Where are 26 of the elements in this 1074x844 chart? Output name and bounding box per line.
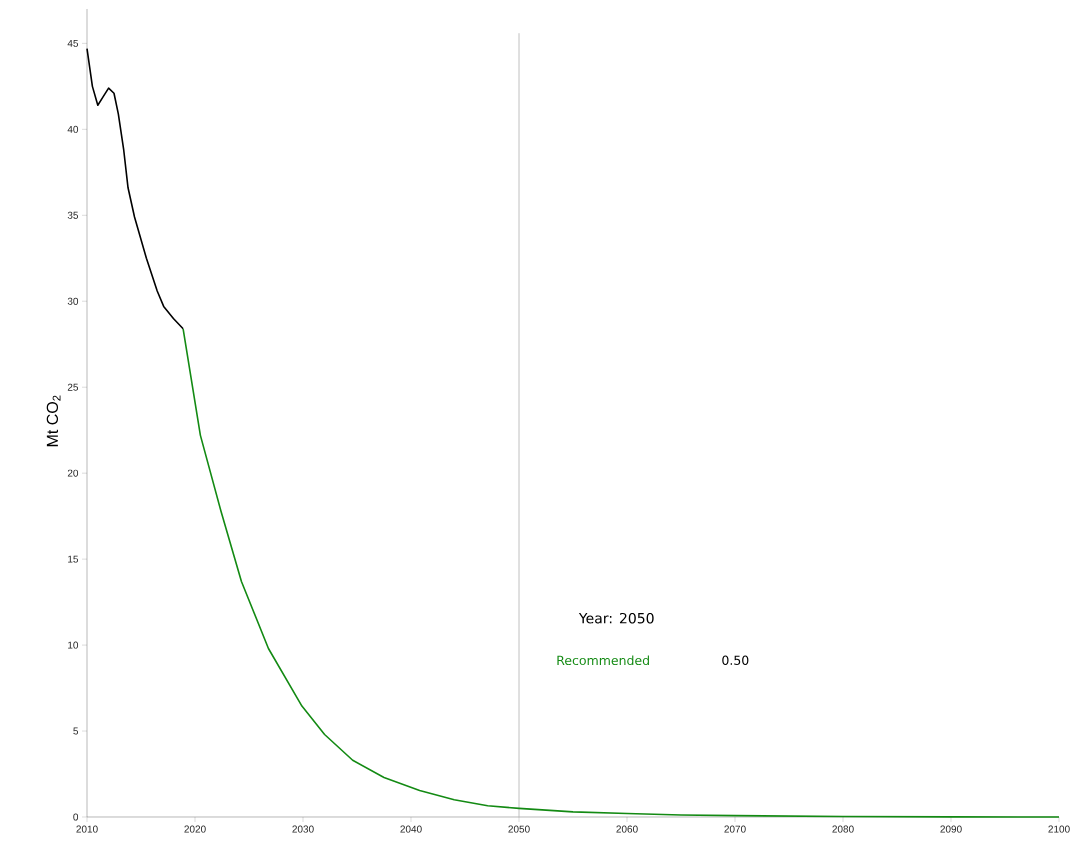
- line-series: [182, 327, 1060, 818]
- x-tick-label: 2030: [292, 825, 314, 833]
- y-tick-label: 15: [68, 555, 79, 563]
- annotation: 0.50: [722, 655, 749, 665]
- y-tick-label: 20: [67, 469, 79, 477]
- y-tick-label: 10: [68, 641, 79, 649]
- y-tick-label: 5: [73, 727, 79, 735]
- y-axis-title: Mt CO$_{2}$: [46, 395, 61, 447]
- x-tick-label: 2010: [76, 825, 98, 833]
- x-tick-label: 2100: [1048, 825, 1070, 833]
- y-tick-label: 35: [67, 211, 79, 219]
- x-tick-label: 2070: [724, 825, 746, 833]
- x-tick-label: 2050: [508, 825, 530, 833]
- annotation: Year: 2050: [578, 612, 654, 624]
- x-tick-label: 2060: [616, 825, 638, 833]
- text: Recommended: [557, 655, 649, 666]
- x-tick-label: 2080: [832, 825, 854, 833]
- y-tick-label: 45: [67, 39, 79, 47]
- x-tick-label: 2090: [940, 825, 962, 833]
- x-tick-label: 2040: [400, 825, 422, 833]
- line-series: [86, 47, 184, 330]
- x-tick-label: 2020: [184, 825, 206, 833]
- y-tick-label: 25: [67, 383, 79, 391]
- y-tick-label: 30: [67, 297, 79, 305]
- y-tick-label: 0: [73, 813, 79, 821]
- y-tick-label: 40: [67, 125, 79, 133]
